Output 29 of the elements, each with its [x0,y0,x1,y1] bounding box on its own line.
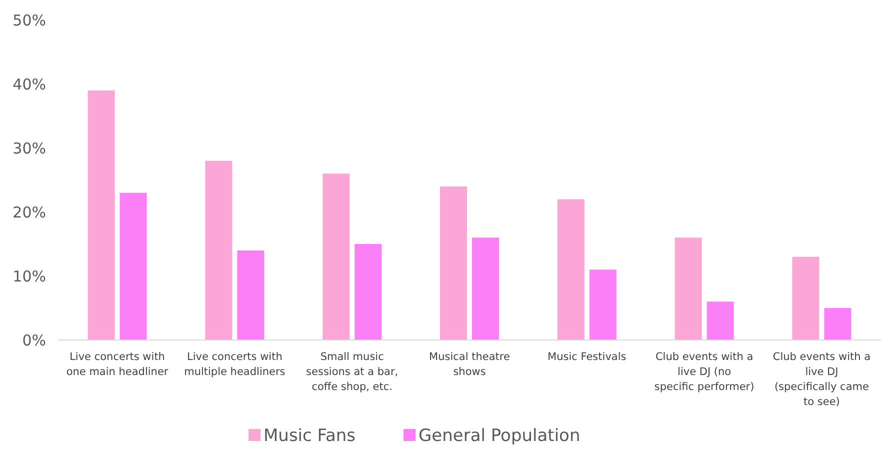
bar [205,160,232,340]
bar [440,186,467,340]
bar [557,199,584,340]
legend-label: Music Fans [264,426,356,446]
bar [88,90,115,340]
x-tick-label: Live concerts with multiple headliners [184,351,286,378]
x-tick-label: Club events with a live DJ (no specific performer) [654,351,754,393]
y-tick-label: 0% [22,331,46,350]
bar [824,308,852,340]
x-tick-label: Live concerts with one main headliner [66,351,169,378]
y-tick-label: 40% [12,75,46,94]
y-tick-label: 30% [12,139,46,158]
bar [472,238,499,340]
bar [237,250,264,340]
bar [674,238,702,340]
bar [120,192,147,340]
bar [354,244,382,340]
bar [706,302,734,340]
bar [322,174,350,340]
x-tick-label: Musical theatre shows [429,351,510,378]
y-tick-label: 10% [12,267,46,286]
x-tick-label: Small music sessions at a bar, coffe shop, etc. [306,351,398,393]
bar [589,270,616,340]
bar [792,256,820,340]
y-tick-label: 20% [12,203,46,222]
legend-label: General Population [418,426,580,446]
x-tick-label: Music Festivals [548,351,626,363]
x-tick-label: Club events with a live DJ (specifically came to see) [772,351,871,408]
y-tick-label: 50% [12,11,46,30]
